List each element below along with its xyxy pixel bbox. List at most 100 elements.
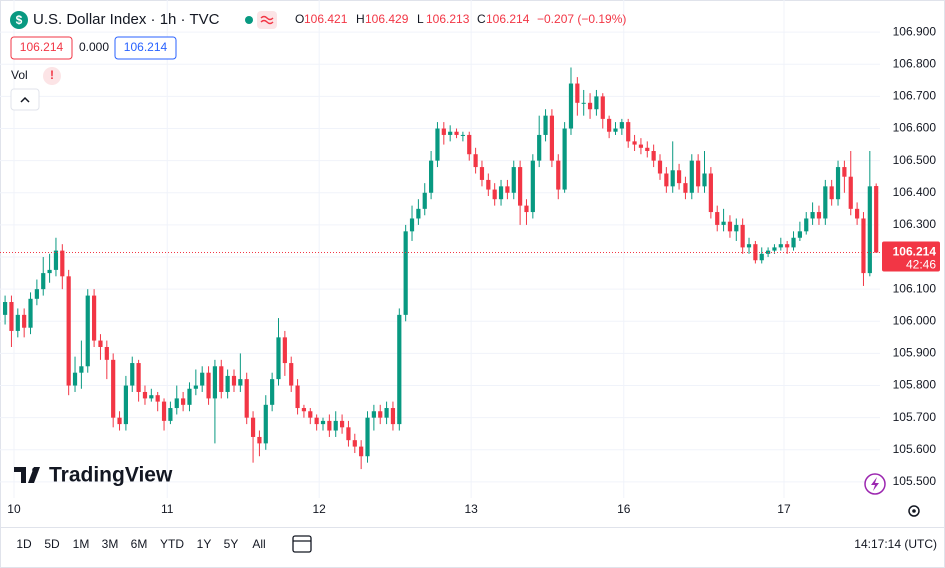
data-problem-icon	[260, 15, 274, 25]
y-tick-label: 106.600	[893, 121, 937, 135]
candle-body	[72, 372, 78, 386]
candle-body	[791, 237, 796, 248]
candle-body	[289, 363, 294, 386]
candle-body	[479, 167, 485, 180]
ohlc-value: 106.214	[486, 12, 530, 26]
y-tick-label: 106.700	[893, 89, 937, 103]
candle-body	[683, 183, 688, 193]
candle-body	[492, 189, 497, 200]
candle-body	[327, 420, 332, 431]
range-button[interactable]: 1Y	[197, 537, 212, 551]
range-button[interactable]: All	[252, 537, 265, 551]
range-button[interactable]: 5D	[44, 537, 60, 551]
change: −0.207 (−0.19%)	[537, 12, 626, 26]
candle-body	[174, 398, 179, 409]
x-tick-label: 12	[313, 502, 327, 516]
candle-body	[403, 231, 408, 315]
spread: 0.000	[79, 40, 109, 54]
candle-body	[848, 176, 853, 209]
candle-body	[810, 212, 815, 219]
candle-body	[676, 170, 682, 184]
candle-body	[142, 391, 148, 399]
candle-body	[518, 167, 523, 206]
ohlc-value: 106.429	[365, 12, 409, 26]
symbol-title[interactable]: U.S. Dollar Index · 1h · TVC	[33, 11, 220, 28]
candle-body	[53, 250, 59, 270]
range-button[interactable]: 1D	[16, 537, 32, 551]
candle-body	[384, 408, 389, 418]
y-tick-label: 105.500	[893, 474, 937, 488]
y-tick-label: 105.800	[893, 378, 937, 392]
date-range-icon[interactable]	[292, 535, 312, 553]
candle-body	[225, 375, 230, 392]
flash-icon	[871, 477, 879, 491]
candle-body	[651, 151, 656, 161]
candle-body	[295, 385, 300, 409]
candle-body	[505, 186, 510, 193]
candle-body	[486, 179, 491, 190]
candle-body	[22, 314, 27, 328]
x-tick-label: 10	[7, 502, 21, 516]
range-button[interactable]: 1M	[73, 537, 90, 551]
ohlc-letter: L	[417, 12, 424, 26]
candle-body	[206, 372, 211, 399]
candle-body	[60, 250, 65, 277]
candle-body	[537, 134, 542, 161]
candle-body	[155, 395, 160, 402]
candle-body	[416, 208, 421, 219]
candle-body	[270, 379, 275, 405]
candle-body	[460, 134, 465, 136]
last-price-tag	[882, 241, 940, 272]
volume-warning: !	[50, 68, 54, 82]
candle-body	[422, 192, 427, 209]
candle-body	[568, 83, 574, 129]
candle-body	[581, 102, 586, 104]
candle-body	[664, 173, 669, 187]
volume-warning-badge[interactable]	[43, 67, 61, 85]
candle-body	[708, 173, 713, 213]
candle-body	[454, 131, 459, 135]
y-tick-label: 105.600	[893, 442, 937, 456]
candle-body	[473, 154, 478, 168]
candle-body	[816, 212, 822, 219]
candle-body	[352, 440, 357, 447]
candle-body	[575, 83, 580, 103]
range-button[interactable]: 5Y	[224, 537, 239, 551]
x-tick-label: 17	[777, 502, 791, 516]
x-tick-label: 13	[464, 502, 478, 516]
candle-body	[607, 118, 612, 132]
countdown: 42:46	[906, 258, 936, 272]
candle-body	[727, 221, 733, 232]
bid-box[interactable]	[10, 36, 73, 60]
ohlc-value: 106.213	[426, 12, 470, 26]
range-button[interactable]: 6M	[131, 537, 148, 551]
candle-body	[587, 102, 593, 110]
settings-icon[interactable]	[908, 505, 920, 517]
grid	[0, 0, 880, 498]
candle-body	[740, 224, 745, 248]
candle-body	[842, 167, 847, 177]
range-button[interactable]: YTD	[160, 537, 184, 551]
collapse-button[interactable]	[10, 88, 40, 111]
x-tick-label: 11	[161, 502, 174, 516]
candle-body	[149, 395, 154, 399]
clock[interactable]: 14:17:14 (UTC)	[854, 537, 937, 551]
ask-box[interactable]	[114, 36, 177, 60]
candle-body	[613, 128, 618, 132]
market-status[interactable]	[245, 16, 253, 24]
candle-body	[657, 160, 663, 174]
candle-body	[778, 244, 783, 248]
candle-body	[448, 131, 453, 135]
candle-body	[66, 276, 71, 386]
range-button[interactable]: 3M	[102, 537, 119, 551]
candle-body	[333, 420, 338, 431]
candle-body	[441, 128, 446, 135]
candle-body	[715, 212, 720, 225]
candle-body	[409, 218, 415, 232]
data-problem-badge[interactable]	[257, 11, 277, 29]
candle-body	[498, 186, 504, 200]
candle-body	[702, 173, 707, 187]
candle-body	[359, 446, 364, 457]
